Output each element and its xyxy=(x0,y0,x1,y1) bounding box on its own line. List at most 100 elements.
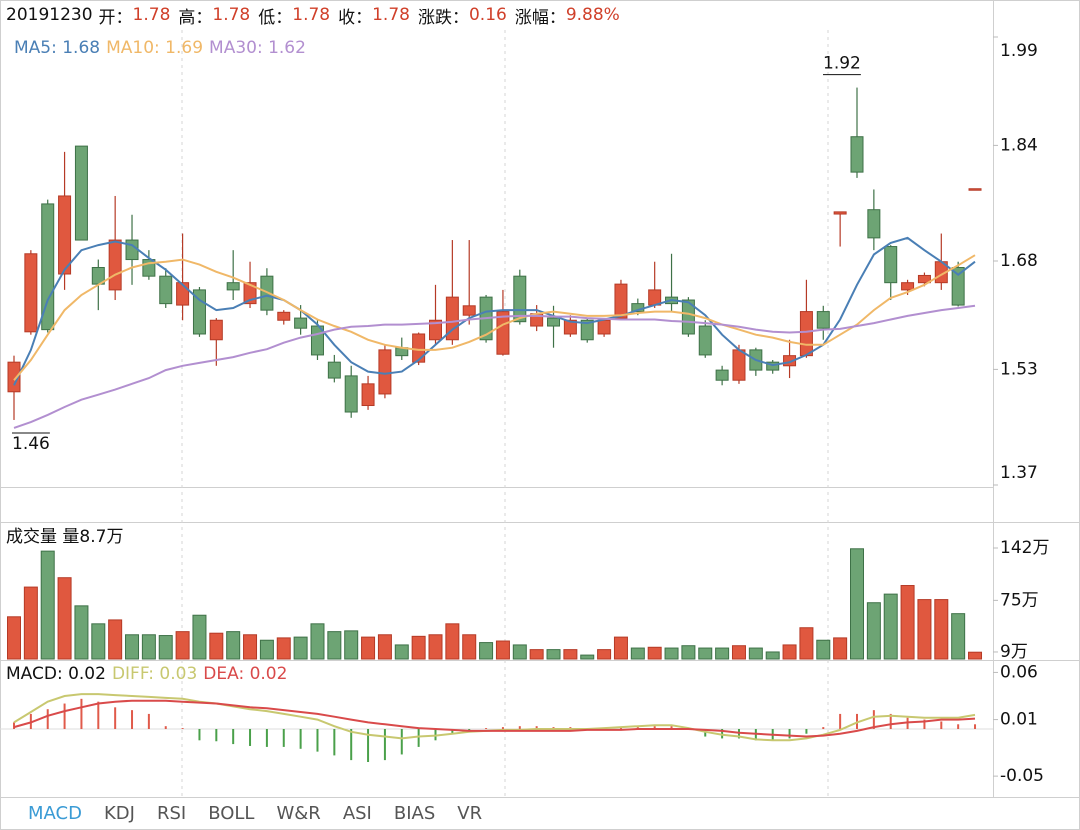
y-tick-label: 1.84 xyxy=(1000,135,1038,155)
candle-body xyxy=(547,317,561,327)
volume-bar xyxy=(428,634,443,660)
volume-bar xyxy=(40,550,55,660)
volume-bar xyxy=(377,634,392,660)
volume-bar xyxy=(310,623,325,660)
volume-bar xyxy=(411,635,426,660)
volume-bar xyxy=(799,627,814,660)
candle-body xyxy=(681,299,695,335)
tab[interactable]: BIAS xyxy=(393,802,436,824)
candle-body xyxy=(951,267,965,306)
candle-body xyxy=(462,305,476,316)
candle-body xyxy=(698,325,712,356)
candle-body xyxy=(513,275,527,323)
info-label: 收： xyxy=(338,7,373,28)
candle-body xyxy=(41,203,55,331)
volume-bar xyxy=(243,634,258,660)
info-value: 1.78 xyxy=(212,5,251,25)
legend-item: MA5: 1.68 xyxy=(14,38,100,58)
y-tick-label: 0.06 xyxy=(1000,662,1038,682)
candle-body xyxy=(715,369,729,381)
info-value: 1.78 xyxy=(292,5,331,25)
y-tick-label: 1.99 xyxy=(1000,41,1038,61)
candle-body xyxy=(7,361,21,393)
candle-body xyxy=(799,311,813,357)
volume-bar xyxy=(580,654,595,660)
volume-title: 成交量 量8.7万 xyxy=(6,527,123,547)
candle-body xyxy=(361,383,375,407)
vertical-grid xyxy=(181,30,829,797)
volume-bar xyxy=(816,639,831,660)
candle-body xyxy=(159,275,173,305)
info-bar: 20191230 开： 1.78 高： 1.78 低： 1.78 收： 1.78 涨跌： 0.16 涨… xyxy=(6,0,628,30)
info-label: 开： xyxy=(98,7,133,28)
candle-body xyxy=(850,136,864,173)
indicator-tabs: MACD KDJ RSI BOLL W&R ASI BIAS VR xyxy=(28,798,482,828)
volume-bar xyxy=(495,640,510,660)
macd-legend: MACD: 0.02 DIFF: 0.03 DEA: 0.02 xyxy=(6,664,287,684)
candle-body xyxy=(108,239,122,291)
volume-bar xyxy=(934,599,949,660)
volume-bar xyxy=(462,634,477,660)
volume-bar xyxy=(209,632,224,660)
tab[interactable]: MACD xyxy=(28,802,82,824)
candle-body xyxy=(294,317,308,329)
candle-body xyxy=(277,311,291,321)
tab[interactable]: VR xyxy=(457,802,483,824)
info-value: 1.78 xyxy=(132,5,171,25)
tab[interactable]: KDJ xyxy=(103,802,135,824)
candle-body xyxy=(783,355,797,367)
info-value: 0.16 xyxy=(468,5,507,25)
candle-body xyxy=(226,282,240,291)
high-label: 1.92 xyxy=(823,54,861,74)
legend-item: MA30: 1.62 xyxy=(209,38,306,58)
candle-body xyxy=(496,311,510,355)
candle-body xyxy=(209,319,223,341)
volume-bar xyxy=(968,651,983,660)
candle-body xyxy=(58,195,72,275)
volume-bar xyxy=(748,647,763,660)
volume-bar xyxy=(327,631,342,660)
info-label: 涨跌： xyxy=(417,7,469,28)
volume-bar xyxy=(613,636,628,660)
volume-bar xyxy=(715,647,730,660)
volume-bar xyxy=(226,631,241,660)
volume-bar xyxy=(664,647,679,660)
volume-bar xyxy=(344,630,359,660)
info-label: 低： xyxy=(258,7,293,28)
y-tick-label: 9万 xyxy=(1000,642,1028,662)
y-tick-label: 142万 xyxy=(1000,538,1049,558)
candle-body xyxy=(614,283,628,319)
ma-line xyxy=(13,254,976,381)
volume-bar xyxy=(158,635,173,660)
candle-body xyxy=(429,319,442,341)
volume-bar xyxy=(681,645,696,660)
volume-bar xyxy=(833,637,848,660)
candle-body xyxy=(597,319,611,335)
volume-bar xyxy=(57,577,72,660)
volume-bar xyxy=(276,637,291,660)
volume-bar xyxy=(23,586,38,660)
y-tick-label: 1.68 xyxy=(1000,251,1038,271)
tab[interactable]: ASI xyxy=(342,802,372,824)
volume-bar xyxy=(866,602,881,660)
volume-bar xyxy=(175,631,190,660)
volume-bar xyxy=(108,619,123,660)
candle-body xyxy=(766,361,780,371)
volume-bar xyxy=(883,593,898,660)
tab[interactable]: RSI xyxy=(156,802,187,824)
tab[interactable]: W&R xyxy=(276,802,321,824)
candle-body xyxy=(833,211,847,215)
volume-bar xyxy=(91,623,106,660)
volume-bar xyxy=(850,548,864,660)
legend-item: DEA: 0.02 xyxy=(203,664,287,684)
tab[interactable]: BOLL xyxy=(208,802,255,824)
volume-bar xyxy=(951,613,966,660)
volume-bar xyxy=(630,647,645,660)
low-label: 1.46 xyxy=(12,434,50,454)
candle-body xyxy=(412,333,426,363)
volume-bar xyxy=(765,651,780,660)
volume-bar xyxy=(512,644,527,660)
candle-body xyxy=(125,239,139,261)
